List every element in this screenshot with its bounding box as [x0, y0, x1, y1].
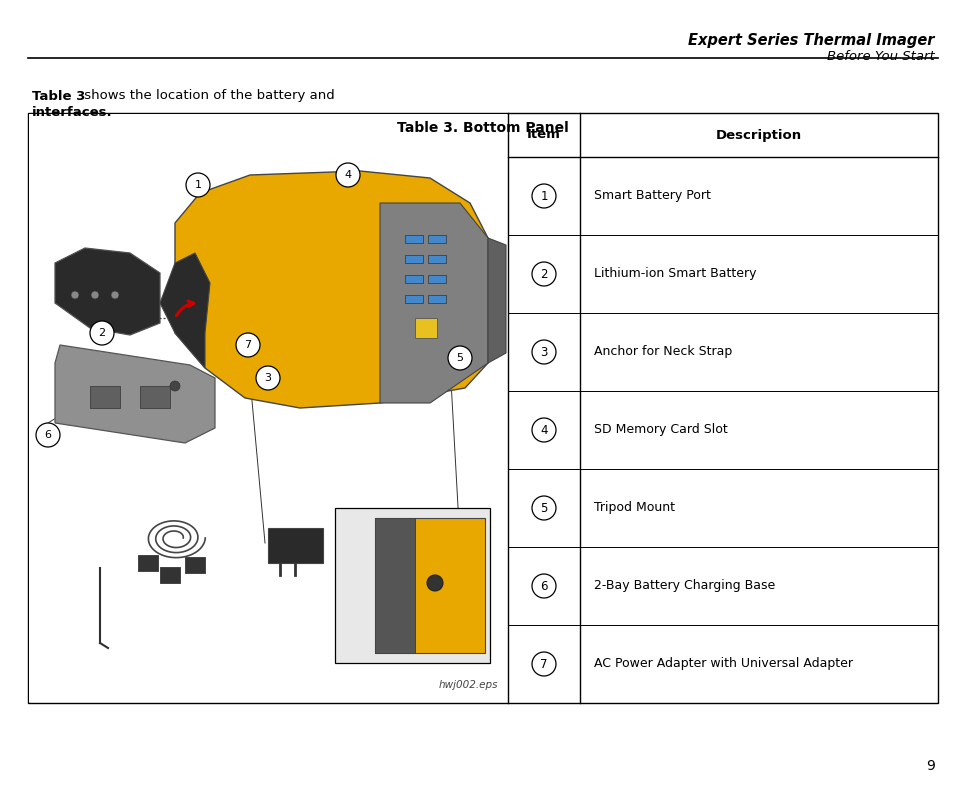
Circle shape: [91, 291, 99, 299]
Polygon shape: [375, 518, 485, 653]
Bar: [428, 295, 446, 303]
Circle shape: [532, 652, 556, 676]
Circle shape: [448, 346, 472, 370]
Text: Description: Description: [716, 128, 802, 141]
Text: 3: 3: [540, 346, 548, 358]
Bar: [428, 235, 446, 243]
Bar: [160, 567, 180, 583]
Circle shape: [36, 423, 60, 447]
Text: Table 3. Bottom Panel: Table 3. Bottom Panel: [397, 121, 569, 135]
Text: Lithium-ion Smart Battery: Lithium-ion Smart Battery: [594, 267, 757, 281]
Bar: [375, 518, 415, 653]
Polygon shape: [55, 345, 215, 443]
Text: 5: 5: [456, 353, 463, 363]
Text: shows the location of the battery and: shows the location of the battery and: [80, 90, 335, 102]
Text: 7: 7: [540, 657, 548, 671]
Text: Before You Start: Before You Start: [828, 49, 935, 63]
Text: 2: 2: [99, 328, 105, 338]
Text: Item: Item: [527, 128, 561, 141]
Circle shape: [532, 340, 556, 364]
Bar: [428, 275, 446, 283]
Polygon shape: [380, 203, 488, 403]
Text: 1: 1: [540, 190, 548, 202]
Bar: [90, 386, 120, 408]
Text: 5: 5: [540, 501, 548, 515]
Bar: [405, 235, 423, 243]
Text: interfaces.: interfaces.: [32, 105, 112, 118]
Bar: [405, 255, 423, 263]
Bar: [428, 255, 446, 263]
Text: Tripod Mount: Tripod Mount: [594, 501, 675, 515]
Text: 6: 6: [540, 580, 548, 592]
Circle shape: [186, 173, 210, 197]
Circle shape: [532, 496, 556, 520]
Text: Smart Battery Port: Smart Battery Port: [594, 190, 711, 202]
Text: Table 3: Table 3: [32, 90, 85, 102]
Text: Expert Series Thermal Imager: Expert Series Thermal Imager: [689, 33, 935, 48]
Circle shape: [256, 366, 280, 390]
Circle shape: [170, 381, 180, 391]
Bar: [405, 295, 423, 303]
Circle shape: [236, 333, 260, 357]
Text: 6: 6: [44, 430, 52, 440]
Bar: [268, 528, 323, 563]
Bar: [140, 386, 170, 408]
Circle shape: [71, 291, 79, 299]
Polygon shape: [488, 238, 506, 363]
Circle shape: [532, 574, 556, 598]
Text: AC Power Adapter with Universal Adapter: AC Power Adapter with Universal Adapter: [594, 657, 853, 671]
Text: 4: 4: [540, 423, 548, 436]
Bar: [185, 557, 205, 573]
Text: 2-Bay Battery Charging Base: 2-Bay Battery Charging Base: [594, 580, 775, 592]
Bar: [335, 508, 490, 663]
Circle shape: [427, 575, 443, 591]
Text: SD Memory Card Slot: SD Memory Card Slot: [594, 423, 728, 436]
Text: 3: 3: [265, 373, 271, 383]
Bar: [415, 318, 437, 338]
Circle shape: [532, 184, 556, 208]
Text: 2: 2: [540, 267, 548, 281]
Circle shape: [90, 321, 114, 345]
Text: Anchor for Neck Strap: Anchor for Neck Strap: [594, 346, 733, 358]
Bar: [138, 555, 158, 571]
Polygon shape: [160, 253, 210, 368]
Polygon shape: [55, 248, 160, 335]
Circle shape: [532, 418, 556, 442]
Bar: [29, 114, 507, 702]
Text: 1: 1: [195, 180, 201, 190]
Circle shape: [532, 262, 556, 286]
Text: hwj002.eps: hwj002.eps: [438, 680, 498, 690]
Bar: [405, 275, 423, 283]
Polygon shape: [175, 171, 488, 408]
Text: 9: 9: [926, 759, 935, 773]
Text: 4: 4: [344, 170, 352, 180]
Text: 7: 7: [245, 340, 251, 350]
Circle shape: [111, 291, 119, 299]
Bar: [28, 113, 938, 703]
Circle shape: [336, 163, 360, 187]
